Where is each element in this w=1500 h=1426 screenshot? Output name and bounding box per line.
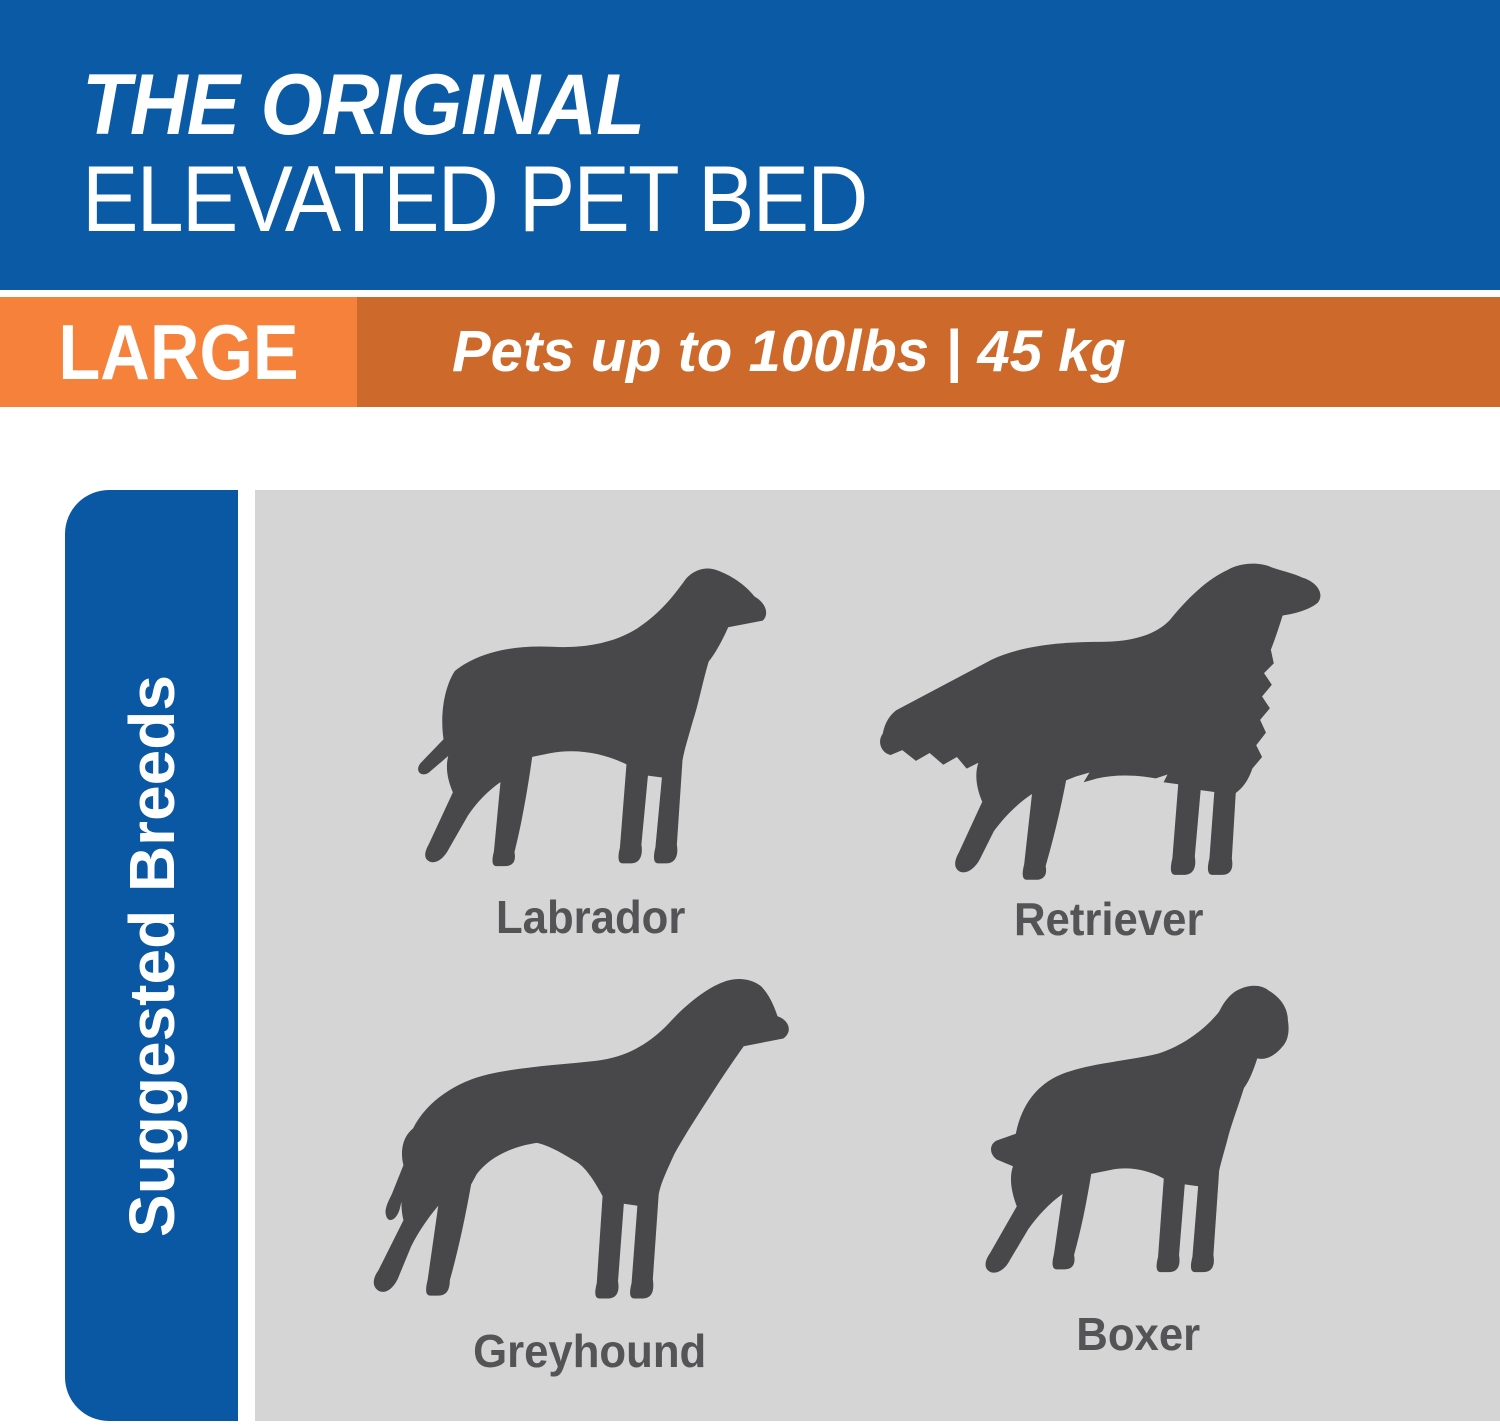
breeds-panel: Labrador Retriever Greyhound Boxer	[255, 490, 1500, 1421]
size-label-box: LARGE	[0, 297, 357, 407]
breed-label-boxer: Boxer	[1076, 1308, 1200, 1360]
boxer-dog-silhouette-icon	[985, 985, 1289, 1273]
suggested-breeds-title: Suggested Breeds	[115, 674, 188, 1237]
breed-label-greyhound: Greyhound	[473, 1325, 707, 1377]
retriever-dog-silhouette-icon	[880, 563, 1321, 880]
size-label: LARGE	[58, 308, 299, 396]
labrador-dog-silhouette-icon	[418, 568, 767, 867]
breed-figure-labrador: Labrador	[395, 548, 787, 940]
header-title-line1: THE ORIGINAL	[82, 57, 645, 153]
capacity-text: Pets up to 100lbs | 45 kg	[452, 319, 1126, 384]
breed-label-labrador: Labrador	[496, 891, 686, 943]
suggested-breeds-sidebar: Suggested Breeds	[65, 490, 238, 1421]
breed-figure-greyhound: Greyhound	[367, 966, 813, 1374]
breed-label-retriever: Retriever	[1014, 893, 1204, 945]
breed-figure-boxer: Boxer	[947, 982, 1329, 1357]
greyhound-dog-silhouette-icon	[373, 979, 789, 1299]
breed-figure-retriever: Retriever	[875, 550, 1343, 942]
header-banner: THE ORIGINAL ELEVATED PET BED	[0, 0, 1500, 290]
header-title-line2: ELEVATED PET BED	[82, 146, 868, 251]
size-banner: LARGE Pets up to 100lbs | 45 kg	[0, 297, 1500, 407]
